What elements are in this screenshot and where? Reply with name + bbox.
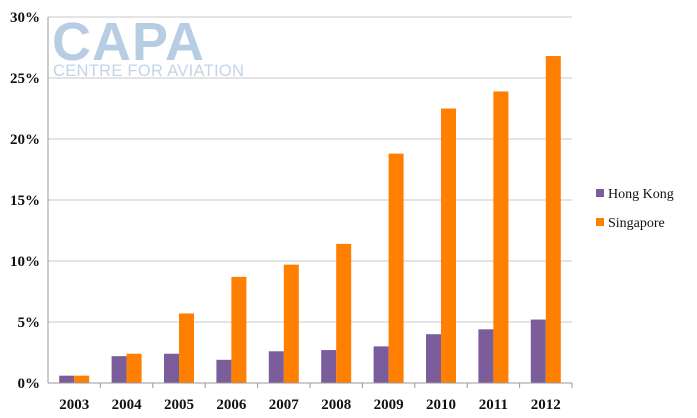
bar-hong-kong <box>530 319 546 383</box>
x-tick-label: 2007 <box>269 397 300 413</box>
watermark-tagline: CENTRE FOR AVIATION <box>53 62 244 80</box>
y-tick-label: 5% <box>18 315 41 331</box>
x-tick-label: 2009 <box>374 397 404 413</box>
bar-singapore <box>283 264 299 383</box>
bar-singapore <box>74 375 90 383</box>
bar-singapore <box>545 56 561 383</box>
gridlines <box>48 16 572 323</box>
x-tick-label: 2003 <box>59 397 89 413</box>
bars <box>59 56 561 384</box>
bar-hong-kong <box>111 356 127 383</box>
legend: Hong Kong Singapore <box>596 187 674 231</box>
y-tick-label: 0% <box>18 376 41 392</box>
legend-swatch <box>596 189 604 197</box>
x-tick-label: 2008 <box>321 397 351 413</box>
y-tick-label: 20% <box>10 132 40 148</box>
bar-hong-kong <box>426 334 441 383</box>
capa-watermark: CAPA CENTRE FOR AVIATION <box>52 12 244 80</box>
y-tick-label: 25% <box>10 71 40 87</box>
legend-label: Hong Kong <box>608 187 674 202</box>
bar-hong-kong <box>373 346 389 383</box>
x-tick-label: 2010 <box>426 397 456 413</box>
bar-singapore <box>388 153 404 383</box>
bar-hong-kong <box>59 375 75 383</box>
bar-hong-kong <box>164 353 179 383</box>
y-tick-label: 30% <box>10 10 40 26</box>
bar-hong-kong <box>216 359 232 383</box>
bar-singapore <box>179 313 194 383</box>
legend-label: Singapore <box>608 216 665 231</box>
x-tick-label: 2011 <box>479 397 508 413</box>
bar-singapore <box>231 276 247 383</box>
bar-singapore <box>126 353 142 383</box>
y-tick-label: 15% <box>10 193 40 209</box>
bar-singapore <box>441 108 456 383</box>
y-axis: 0% 5% 10% 15% 20% 25% 30% <box>10 10 49 392</box>
x-tick-label: 2006 <box>216 397 247 413</box>
x-tick-label: 2004 <box>112 397 143 413</box>
bar-hong-kong <box>478 329 494 383</box>
watermark-logo: CAPA <box>52 12 205 72</box>
legend-swatch <box>596 218 604 226</box>
bar-singapore <box>493 91 509 384</box>
x-tick-label: 2012 <box>531 397 561 413</box>
x-tick-label: 2005 <box>164 397 194 413</box>
bar-hong-kong <box>321 350 337 383</box>
bar-singapore <box>336 243 352 383</box>
y-tick-label: 10% <box>10 254 40 270</box>
x-axis: 2003 2004 2005 2006 2007 2008 2009 2010 2011 2012 <box>48 382 573 413</box>
bar-hong-kong <box>268 351 284 383</box>
